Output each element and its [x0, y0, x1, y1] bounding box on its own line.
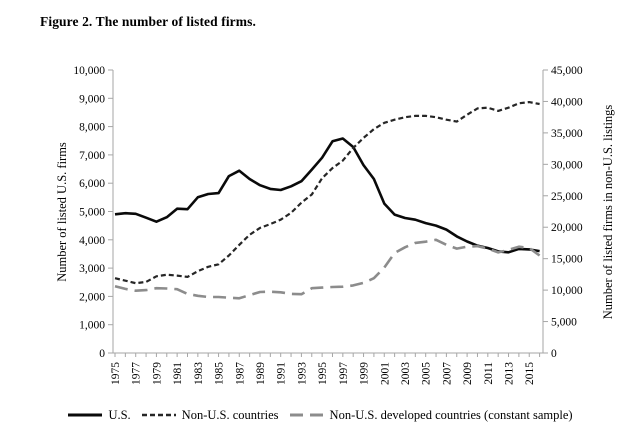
x-axis-tick-label: 2013 — [504, 362, 516, 385]
x-axis-tick-label: 1987 — [234, 362, 246, 385]
x-axis-tick-label: 2011 — [483, 362, 495, 385]
left-axis-tick-label: 3,000 — [79, 263, 105, 275]
right-axis-tick-label: 25,000 — [551, 191, 583, 203]
left-axis-title: Number of listed U.S. firms — [55, 142, 69, 282]
axes-layer: 0 1,000 2,000 3,000 4,000 5,000 6,000 7,000 8,00… — [73, 65, 583, 385]
right-axis-tick-label: 30,000 — [551, 159, 583, 171]
left-axis-tick-label: 4,000 — [79, 235, 105, 247]
x-axis-tick-label: 1999 — [359, 362, 371, 385]
legend-label: Non-U.S. countries — [181, 407, 279, 422]
left-axis-tick-label: 9,000 — [79, 93, 105, 105]
right-axis-tick-label: 20,000 — [551, 222, 583, 234]
left-axis-tick-label: 10,000 — [73, 65, 105, 77]
x-axis-tick-label: 2007 — [441, 362, 453, 385]
x-axis-tick-label: 1983 — [193, 362, 205, 385]
left-axis-tick-label: 0 — [99, 348, 105, 360]
x-axis-tick-label: 1997 — [338, 362, 350, 385]
right-axis-tick-label: 15,000 — [551, 254, 583, 266]
right-axis-tick-label: 35,000 — [551, 128, 583, 140]
legend-marker-non-u-s-developed-countries-constant-sample — [289, 413, 324, 417]
series-line-non-u-s-countries — [114, 100, 540, 285]
left-axis-tick-label: 7,000 — [79, 150, 105, 162]
right-axis-tick-label: 0 — [551, 348, 557, 360]
right-axis-tick-label: 45,000 — [551, 65, 583, 77]
x-axis-tick-label: 1989 — [255, 362, 267, 385]
series-line-non-u-s-developed-countries-constant-sample — [114, 238, 541, 300]
legend-marker-non-u-s-countries — [141, 413, 176, 417]
x-axis-tick-label: 2015 — [524, 362, 536, 385]
right-axis-title: Number of listed firms in non-U.S. listi… — [601, 105, 615, 320]
legend-label: U.S. — [108, 407, 131, 422]
figure-title: Figure 2. The number of listed firms. — [40, 14, 256, 29]
left-axis-tick-label: 6,000 — [79, 178, 105, 190]
right-axis-tick-label: 10,000 — [551, 285, 583, 297]
x-axis-tick-label: 1975 — [110, 362, 122, 385]
legend-label: Non-U.S. developed countries (constant s… — [329, 407, 573, 422]
right-axis-tick-label: 5,000 — [551, 317, 577, 329]
legend-item-non-u-s-developed-countries-constant-sample: Non-U.S. developed countries (constant s… — [289, 408, 573, 423]
x-axis-tick-label: 1981 — [172, 362, 184, 385]
legend-marker-u-s — [68, 413, 103, 417]
series-line-u-s — [114, 137, 540, 254]
left-axis-tick-label: 8,000 — [79, 122, 105, 134]
x-axis-tick-label: 1977 — [131, 362, 143, 385]
legend-item-u-s: U.S. — [67, 407, 131, 423]
x-axis-tick-label: 2005 — [421, 362, 433, 385]
x-axis-tick-label: 2001 — [379, 362, 391, 385]
x-axis-tick-label: 1979 — [151, 362, 163, 385]
x-axis-tick-label: 1991 — [276, 362, 288, 385]
x-axis-tick-label: 2009 — [462, 362, 474, 385]
chart-legend: U.S. Non-U.S. countries Non-U.S. developed… — [0, 403, 640, 427]
x-axis-tick-label: 1995 — [317, 362, 329, 385]
x-axis-tick-label: 1985 — [214, 362, 226, 385]
x-axis-tick-label: 2003 — [400, 362, 412, 385]
right-axis-tick-label: 40,000 — [551, 96, 583, 108]
left-axis-tick-label: 5,000 — [79, 207, 105, 219]
left-axis-tick-label: 2,000 — [79, 291, 105, 303]
left-axis-tick-label: 1,000 — [79, 320, 105, 332]
series-layer — [114, 100, 541, 300]
legend-item-non-u-s-countries: Non-U.S. countries — [141, 408, 279, 423]
x-axis-tick-label: 1993 — [296, 362, 308, 385]
